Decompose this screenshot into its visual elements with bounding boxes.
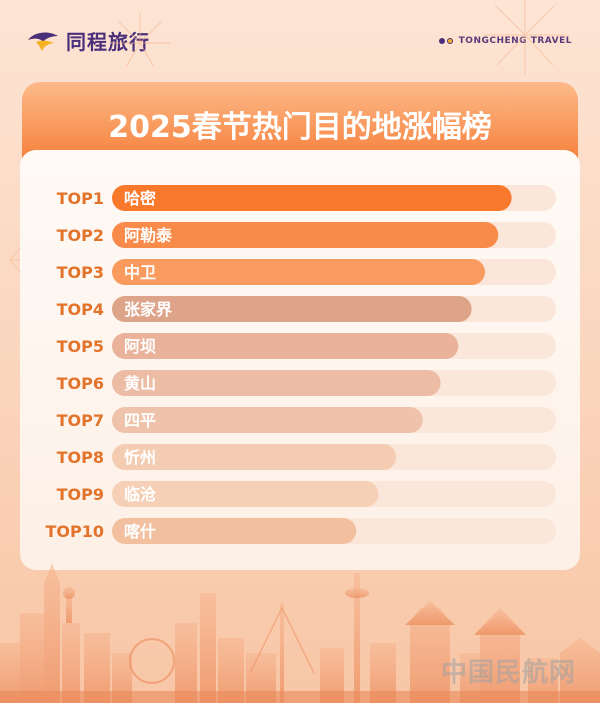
- bar: [112, 296, 472, 322]
- destination-label: 中卫: [124, 263, 156, 282]
- brand-english-name: TONGCHENG TRAVEL: [458, 36, 572, 46]
- rank-label: TOP7: [57, 411, 104, 430]
- rank-label: TOP5: [57, 337, 104, 356]
- bar: [112, 407, 423, 433]
- rank-label: TOP9: [57, 485, 104, 504]
- brand-logo-icon: [28, 32, 58, 51]
- destination-label: 阿坝: [124, 337, 156, 356]
- firework-right-icon: [483, 0, 567, 75]
- destination-label: 阿勒泰: [124, 226, 173, 245]
- ranking-chart: TOP1 哈密 TOP2 阿勒泰 TOP3 中卫 TOP4 张家界 TOP5 阿坝 TOP6 黄山 TO…: [45, 185, 556, 544]
- destination-label: 忻州: [124, 448, 156, 467]
- brand-name: 同程旅行: [66, 30, 150, 54]
- firework-left-icon: [110, 13, 170, 68]
- bar: [112, 444, 397, 470]
- bar: [112, 370, 441, 396]
- rank-label: TOP2: [57, 226, 104, 245]
- brand-english: TONGCHENG TRAVEL: [438, 36, 572, 46]
- watermark: 中国民航网: [440, 658, 576, 688]
- destination-label: 临沧: [124, 485, 156, 504]
- chart-title: 2025春节热门目的地涨幅榜: [108, 110, 492, 145]
- ranking-card: TOP1 哈密 TOP2 阿勒泰 TOP3 中卫 TOP4 张家界 TOP5 阿坝 TOP6 黄山 TO…: [20, 150, 580, 570]
- destination-label: 四平: [124, 411, 156, 430]
- brand-header: 同程旅行: [26, 26, 150, 55]
- bar: [112, 518, 357, 544]
- bar: [112, 259, 485, 285]
- destination-label: 喀什: [124, 522, 156, 541]
- destination-label: 张家界: [124, 300, 172, 319]
- rank-label: TOP3: [57, 263, 104, 282]
- bar: [112, 185, 512, 211]
- destination-label: 黄山: [124, 374, 156, 393]
- bar: [112, 222, 499, 248]
- bar: [112, 481, 379, 507]
- destination-label: 哈密: [124, 189, 156, 208]
- city-skyline-icon: [0, 563, 600, 703]
- rank-label: TOP8: [57, 448, 104, 467]
- rank-label: TOP1: [57, 189, 104, 208]
- brand-dots-icon: [438, 38, 453, 44]
- rank-label: TOP6: [57, 374, 104, 393]
- bar: [112, 333, 459, 359]
- rank-label: TOP4: [57, 300, 104, 319]
- rank-label: TOP10: [45, 522, 104, 541]
